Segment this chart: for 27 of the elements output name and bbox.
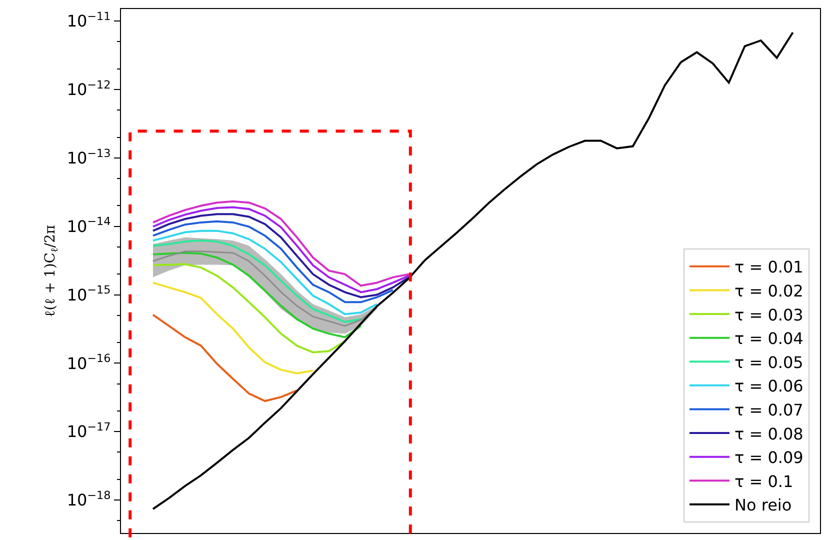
y-tick-label: 10$^{−16}$ <box>66 352 111 373</box>
line-series <box>152 250 378 327</box>
line-series <box>152 314 298 402</box>
legend-label: τ = 0.04 <box>734 329 804 348</box>
y-tick-label: 10$^{−18}$ <box>66 488 111 510</box>
legend-label: τ = 0.03 <box>734 305 804 324</box>
y-tick-label: 10$^{−17}$ <box>66 420 111 442</box>
legend-label: τ = 0.09 <box>734 448 804 468</box>
y-tick-label: 10$^{−12}$ <box>66 78 111 100</box>
legend-label: No reio <box>734 496 792 515</box>
y-tick-label: 10$^{−13}$ <box>66 146 111 168</box>
legend-label: τ = 0.01 <box>734 258 804 277</box>
legend-label: τ = 0.07 <box>734 400 804 420</box>
line-series <box>152 240 362 323</box>
legend-label: τ = 0.05 <box>734 352 804 372</box>
line-series <box>152 252 362 338</box>
legend-label: τ = 0.1 <box>734 472 794 491</box>
legend-label: τ = 0.08 <box>734 424 804 444</box>
line-series <box>152 282 314 374</box>
y-tick-label: 10$^{−14}$ <box>66 215 111 236</box>
y-tick-label: 10$^{−11}$ <box>66 10 111 31</box>
line-series <box>152 230 378 316</box>
y-tick-label: 10$^{−15}$ <box>66 284 111 304</box>
legend-label: τ = 0.02 <box>734 281 804 300</box>
line-series <box>152 220 394 304</box>
legend-label: τ = 0.06 <box>734 376 804 396</box>
line-series <box>152 263 346 354</box>
